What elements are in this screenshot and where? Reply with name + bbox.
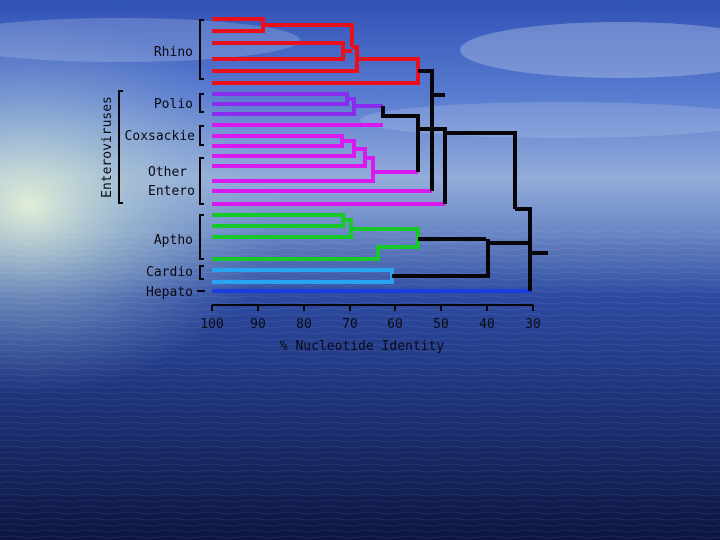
- x-axis-label: % Nucleotide Identity: [280, 339, 445, 354]
- aptho-bracket: [199, 214, 204, 260]
- rhino-label: Rhino: [154, 45, 193, 60]
- polio-label: Polio: [154, 97, 193, 112]
- polio-bracket: [199, 93, 204, 113]
- other-entero-label-line1: Other: [148, 165, 187, 180]
- aptho-clade: [212, 213, 420, 261]
- aptho-branches: [212, 213, 420, 261]
- x-tick-90: 90: [250, 317, 266, 332]
- enteroviruses-bracket: [118, 90, 123, 204]
- polio-branches: [212, 92, 383, 116]
- x-tick-60: 60: [387, 317, 403, 332]
- cardio-branch: [212, 268, 394, 284]
- cardio-clade: [212, 268, 394, 284]
- backbone-branches: [381, 69, 548, 291]
- x-tick-70: 70: [342, 317, 358, 332]
- aptho-label: Aptho: [154, 233, 193, 248]
- coxsackie-branches: [212, 123, 445, 206]
- cardio-label: Cardio: [146, 265, 193, 280]
- x-axis-line: [211, 304, 534, 311]
- x-tick-100: 100: [200, 317, 223, 332]
- x-tick-40: 40: [479, 317, 495, 332]
- other-entero-label-line2: Entero: [148, 184, 195, 199]
- cardio-bracket: [199, 265, 204, 280]
- x-axis: 100 90 80 70 60 50 40 30 % Nucleotide Id…: [200, 304, 541, 354]
- rhino-bracket: [199, 19, 204, 80]
- coxsackie-label: Coxsackie: [125, 129, 196, 144]
- coxsackie-bracket: [199, 125, 204, 146]
- polio-clade: [212, 92, 383, 116]
- group-brackets: [118, 19, 205, 292]
- x-tick-50: 50: [433, 317, 449, 332]
- rhino-clade: [212, 17, 432, 85]
- hepato-label: Hepato: [146, 285, 193, 300]
- other-bracket: [199, 157, 204, 205]
- enteroviruses-label: Enteroviruses: [100, 96, 115, 198]
- rhino-branches: [212, 17, 432, 85]
- x-tick-80: 80: [296, 317, 312, 332]
- coxsackie-other-clade: [212, 123, 445, 206]
- x-tick-30: 30: [525, 317, 541, 332]
